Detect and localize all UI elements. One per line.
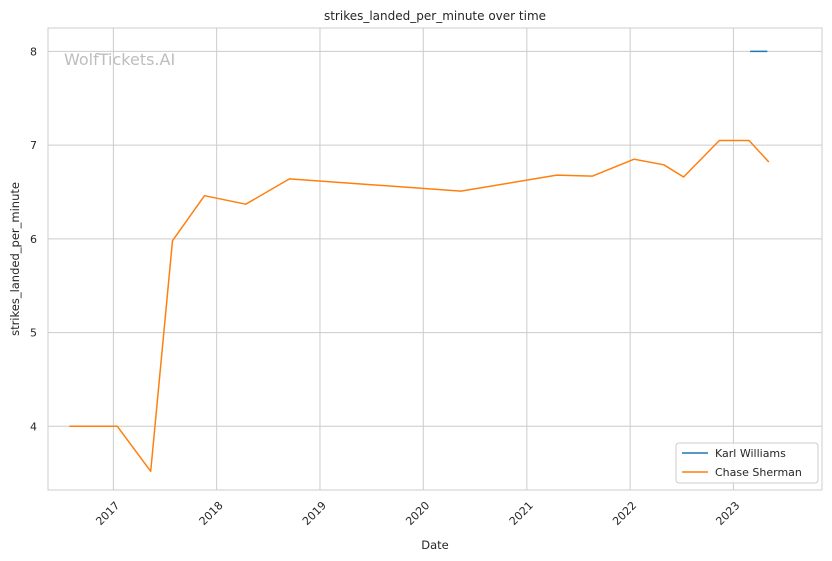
y-tick-label: 4 (30, 420, 37, 433)
legend-box (675, 442, 819, 484)
chart-title: strikes_landed_per_minute over time (324, 9, 546, 23)
x-axis-label: Date (421, 538, 449, 552)
y-tick-label: 6 (30, 233, 37, 246)
y-tick-label: 8 (30, 45, 37, 58)
y-tick-label: 7 (30, 139, 37, 152)
y-tick-label: 5 (30, 327, 37, 340)
series-line-chase-sherman (69, 139, 770, 473)
watermark-text: WolfTickets.AI (64, 50, 175, 69)
y-axis-label: strikes_landed_per_minute (8, 182, 22, 336)
series-lines (69, 50, 770, 473)
legend: Karl Williams Chase Sherman (675, 442, 819, 484)
grid-lines (48, 28, 822, 490)
legend-label: Karl Williams (715, 447, 786, 460)
legend-label: Chase Sherman (715, 466, 802, 479)
plot-area-frame (47, 27, 823, 491)
